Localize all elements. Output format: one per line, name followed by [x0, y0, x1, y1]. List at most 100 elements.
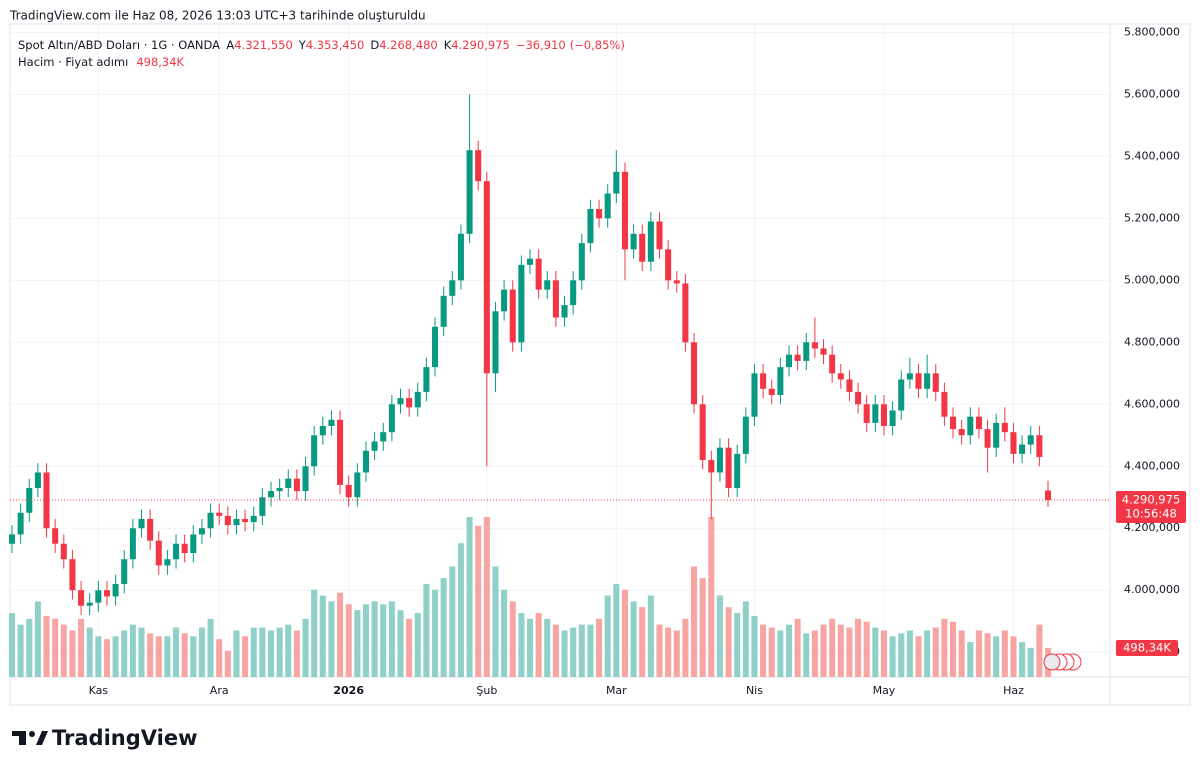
legend: Spot Altın/ABD Doları · 1G · OANDA A4.321…: [18, 38, 625, 69]
candle-body: [950, 416, 957, 430]
volume-bar: [889, 636, 896, 677]
candle-body: [267, 491, 275, 498]
candle-body: [647, 221, 654, 262]
volume-bar: [285, 624, 292, 677]
candle-body: [1027, 435, 1034, 445]
volume-bar: [1036, 624, 1043, 677]
candle-body: [190, 534, 197, 554]
candle-body: [837, 373, 844, 380]
candle-body: [224, 515, 231, 526]
y-tick-label: 5.600,000: [1124, 87, 1180, 100]
candle-body: [544, 280, 551, 290]
volume-bar: [768, 627, 775, 677]
volume-bar: [820, 624, 827, 677]
volume-bar: [932, 627, 939, 677]
volume-bar: [958, 630, 965, 677]
volume-bar: [742, 601, 749, 677]
candle-body: [975, 416, 982, 430]
candle-body: [337, 419, 344, 485]
volume-bar: [587, 624, 594, 677]
candle-body: [794, 354, 801, 361]
volume-bar: [639, 607, 646, 677]
candle-body: [535, 258, 542, 290]
volume-bar: [1010, 636, 1017, 677]
candle-body: [708, 460, 715, 473]
volume-bar: [475, 525, 482, 677]
candle-body: [285, 478, 292, 488]
candle-body: [86, 602, 93, 606]
candle-body: [34, 472, 41, 488]
x-tick-label: May: [873, 684, 896, 697]
legend-key: D: [370, 38, 379, 52]
volume-bar: [535, 613, 542, 677]
volume-bar: [544, 618, 551, 677]
candle-body: [958, 429, 965, 436]
volume-bar: [26, 618, 33, 677]
candle-body: [345, 484, 352, 498]
brand-name: TradingView: [52, 726, 197, 750]
volume-bar: [941, 618, 948, 677]
candle-body: [112, 584, 119, 597]
volume-bar: [785, 624, 793, 677]
x-tick-label: Mar: [606, 684, 627, 697]
volume-bar: [811, 630, 818, 677]
candle-body: [561, 305, 568, 318]
candle-body: [95, 590, 102, 603]
candle-body: [760, 373, 767, 389]
volume-bar: [647, 595, 654, 677]
volume-bar: [518, 613, 525, 677]
volume-bar: [872, 627, 879, 677]
volume-bar: [1019, 642, 1026, 677]
volume-bar: [380, 604, 387, 677]
y-tick-label: 5.200,000: [1124, 211, 1180, 224]
y-tick-label: 4.800,000: [1124, 335, 1180, 348]
volume-bar: [716, 595, 723, 677]
volume-bar: [975, 630, 982, 677]
candle-body: [552, 280, 559, 318]
volume-bar: [596, 618, 603, 677]
candle-body: [492, 311, 499, 374]
candle-body: [570, 280, 577, 306]
candle-body: [613, 171, 620, 194]
volume-bar: [34, 601, 41, 677]
x-tick-label: Şub: [476, 684, 497, 697]
volume-bar: [578, 624, 585, 677]
candle-body: [380, 432, 387, 442]
volume-bar: [656, 624, 663, 677]
volume-bar: [604, 595, 611, 677]
candle-body: [129, 528, 136, 560]
price-badge-value: 4.290,975: [1122, 493, 1181, 507]
candle-body: [1044, 490, 1052, 501]
volume-bar: [483, 517, 490, 677]
header-caption: TradingView.com ile Haz 08, 2026 13:03 U…: [9, 9, 426, 23]
volume-bar: [613, 583, 620, 677]
candle-body: [466, 150, 473, 234]
y-tick-label: 4.400,000: [1124, 459, 1180, 472]
candle-body: [889, 410, 896, 426]
volume-badge: [1116, 640, 1178, 657]
volume-bar: [354, 610, 361, 677]
candle-body: [734, 453, 741, 488]
candle-body: [164, 559, 171, 566]
candle-body: [699, 404, 706, 461]
volume-bar: [311, 589, 318, 677]
candle-body: [69, 559, 76, 591]
candle-body: [371, 441, 378, 451]
volume-bar: [328, 601, 335, 677]
volume-bar: [69, 630, 76, 677]
x-tick-label: Kas: [89, 684, 109, 697]
volume-bar: [147, 633, 154, 677]
volume-bar: [216, 639, 223, 677]
chart-frame: [9, 23, 1191, 706]
volume-bar: [250, 627, 257, 677]
volume-badge-value: 498,34K: [1123, 641, 1171, 655]
volume-bar: [665, 627, 672, 677]
candle-body: [941, 391, 948, 417]
y-tick-label: 5.400,000: [1124, 149, 1180, 162]
candle-body: [803, 342, 810, 361]
volume-bar: [233, 630, 240, 677]
volume-bar: [915, 636, 922, 677]
volume-bar: [777, 630, 784, 677]
volume-bar: [95, 636, 102, 677]
symbol-name: Spot Altın/ABD Doları · 1G · OANDA: [18, 38, 220, 52]
